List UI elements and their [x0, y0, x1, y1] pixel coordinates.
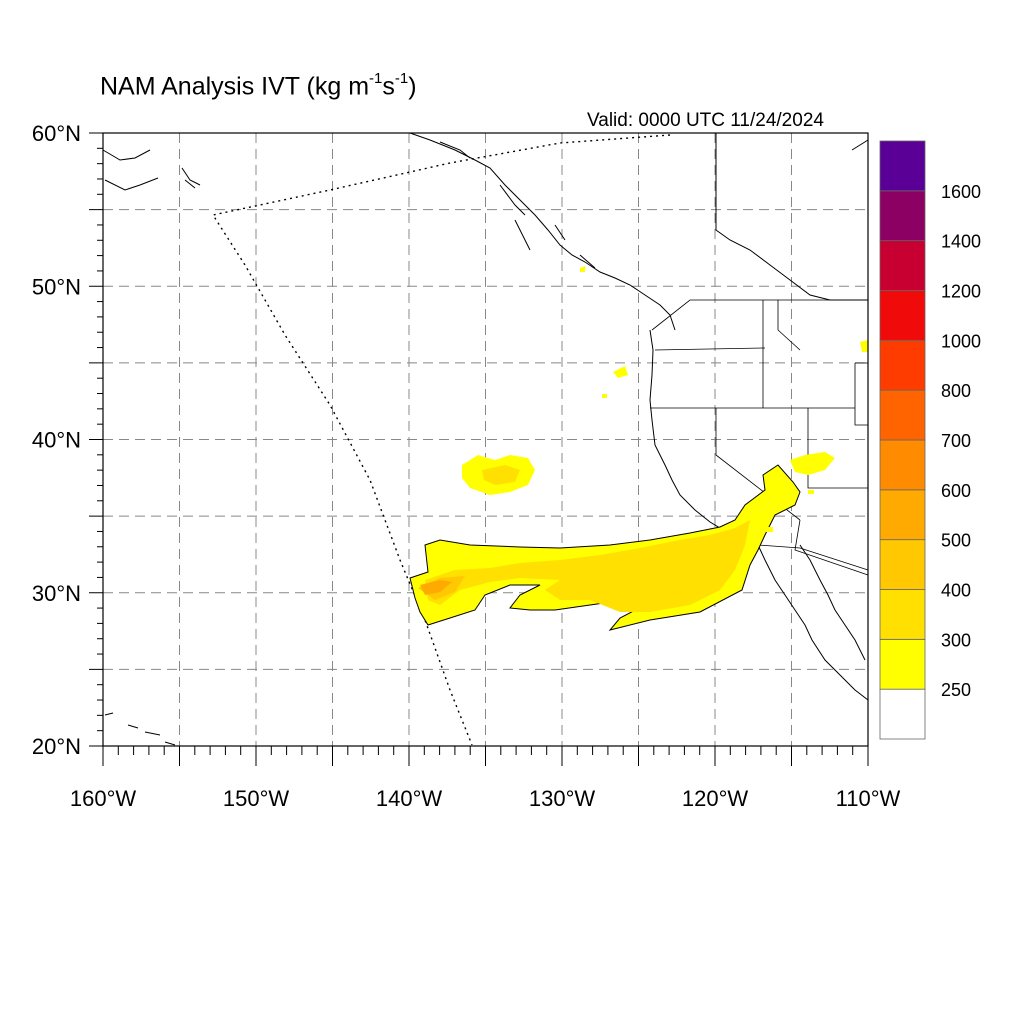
- hudson-corner: [851, 139, 869, 151]
- gulf-california: [799, 544, 866, 661]
- wa-or-border: [654, 347, 766, 351]
- colorbar-label: 700: [941, 431, 971, 451]
- valid-time: Valid: 0000 UTC 11/24/2024: [587, 110, 824, 131]
- lon-tick-label: 120°W: [682, 786, 749, 811]
- lat-tick-label: 50°N: [32, 274, 81, 299]
- colorbar-label: 1400: [941, 232, 981, 252]
- colorbar-label: 400: [941, 581, 971, 601]
- mt-border: [777, 300, 801, 351]
- colorbar-swatch: [879, 589, 926, 640]
- us-canada-border: [651, 299, 868, 331]
- ivt-field: [409, 266, 868, 631]
- colorbar-swatch: [879, 140, 926, 192]
- co-box: [854, 362, 868, 426]
- lon-tick-label: 150°W: [223, 786, 290, 811]
- nam-domain-boundary: [211, 134, 671, 746]
- hawaii-islands: [104, 712, 176, 746]
- ivt-small-2: [860, 340, 868, 352]
- ivt-plume-300: [425, 520, 750, 612]
- map-title: NAM Analysis IVT (kg m-1s-1): [100, 70, 417, 101]
- colorbar-swatch: [879, 489, 926, 541]
- colorbar-label: 300: [941, 630, 971, 650]
- ivt-small-4: [602, 394, 607, 398]
- nv-ut-border: [807, 408, 868, 489]
- colorbar-swatch: [879, 240, 926, 291]
- mexico-border: [757, 544, 869, 571]
- bc-coast-islands: [439, 141, 596, 269]
- alaska-sw-coast: [102, 149, 201, 191]
- lon-tick-label: 160°W: [70, 786, 137, 811]
- lon-tick-label: 110°W: [836, 786, 901, 811]
- ivt-small-5: [766, 527, 773, 532]
- lat-tick-label: 30°N: [32, 581, 81, 606]
- ivt-small-6: [808, 490, 814, 494]
- colorbar-swatch: [879, 339, 926, 391]
- colorbar-swatch: [879, 638, 926, 690]
- colorbar-swatch: [879, 539, 926, 590]
- lon-tick-label: 140°W: [376, 786, 443, 811]
- alaska-coast: [409, 132, 676, 331]
- baja-coast: [757, 544, 869, 701]
- gridlines: [103, 133, 868, 746]
- colorbar-swatch: [879, 389, 926, 441]
- colorbar-label: 800: [941, 381, 971, 401]
- colorbar-swatch: [879, 688, 926, 740]
- colorbar: 250 300 400 500 600 700 800 1000 1200 1400 1600: [879, 140, 981, 740]
- ivt-small-3: [580, 266, 585, 272]
- latitude-labels: 20°N 30°N 40°N 50°N 60°N: [32, 121, 81, 759]
- ivt-plume-500: [420, 580, 452, 595]
- ivt-ut-blob: [790, 452, 835, 475]
- lon-tick-label: 130°W: [529, 786, 596, 811]
- ivt-small-1: [613, 366, 628, 378]
- colorbar-label: 1000: [941, 331, 981, 351]
- canada-interior: [715, 133, 868, 301]
- colorbar-label: 250: [941, 680, 971, 700]
- coastlines: [102, 132, 869, 746]
- az-border: [794, 519, 869, 576]
- longitude-labels: 160°W 150°W 140°W 130°W 120°W 110°W: [70, 786, 901, 811]
- ivt-north-blob-300: [482, 465, 520, 485]
- colorbar-swatch: [879, 439, 926, 491]
- colorbar-label: 600: [941, 481, 971, 501]
- colorbar-swatch: [879, 190, 926, 242]
- colorbar-label: 500: [941, 531, 971, 551]
- axis-ticks: [89, 132, 869, 766]
- lat-tick-label: 40°N: [32, 428, 81, 453]
- colorbar-label: 1200: [941, 282, 981, 302]
- lat-tick-label: 60°N: [32, 121, 81, 146]
- lat-tick-label: 20°N: [32, 734, 81, 759]
- map-panel: 160°W 150°W 140°W 130°W 120°W 110°W 20°N 30°N 4…: [32, 121, 901, 811]
- colorbar-swatch: [879, 290, 926, 341]
- colorbar-label: 1600: [941, 182, 981, 202]
